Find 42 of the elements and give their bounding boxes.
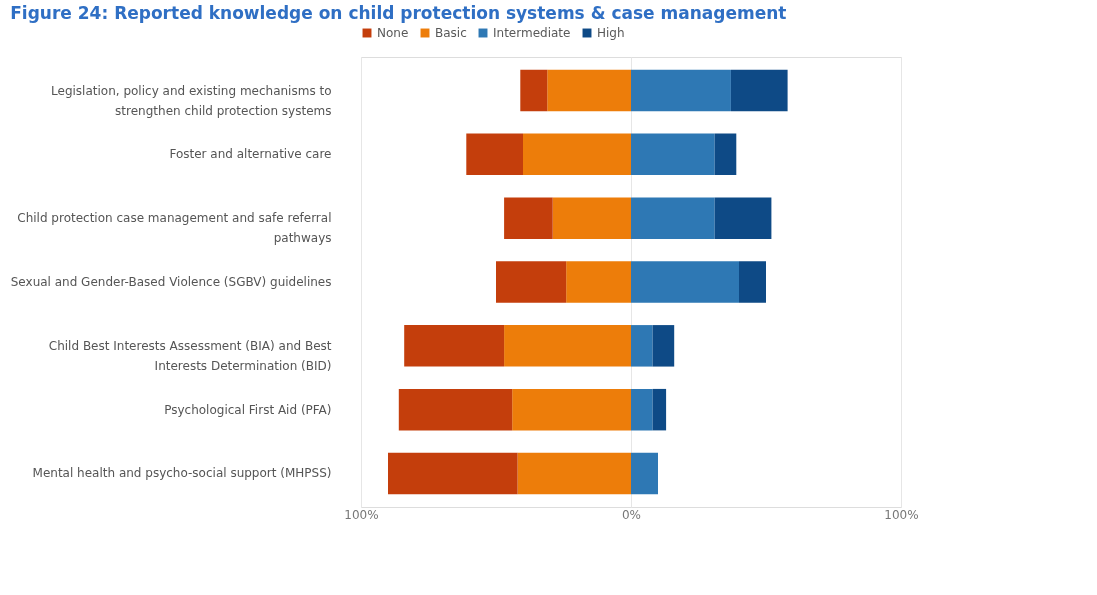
x-tick-label: 0% [621, 507, 642, 522]
x-tick-label: 100% [884, 507, 919, 522]
y-tick-label: Foster and alternative care [169, 147, 332, 162]
legend-label: High [597, 26, 625, 40]
bar [404, 325, 505, 367]
bar [504, 325, 631, 367]
bar [496, 261, 567, 303]
y-tick-label: Legislation, policy and existing mechanisms to strengthen child protection systems [51, 83, 332, 118]
bar [739, 261, 766, 303]
bar [730, 69, 788, 112]
y-tick-label: Child protection case management and safe referral pathways [17, 211, 332, 246]
bar [512, 388, 631, 431]
y-tick-label: Child Best Interests Assessment (BIA) and Best Interests Determination (BID) [48, 338, 332, 373]
bar [398, 388, 513, 431]
y-tick-label: Psychological First Aid (PFA) [164, 402, 332, 417]
bar [631, 325, 653, 367]
bar [714, 197, 772, 239]
bar [652, 388, 667, 431]
bar [631, 133, 715, 176]
bar [547, 69, 631, 112]
bar [631, 69, 731, 112]
bar [466, 133, 523, 176]
bar [517, 452, 631, 495]
chart-title: Figure 24: Reported knowledge on child protection systems & case management [10, 3, 787, 23]
legend-label: None [377, 26, 409, 40]
bar [552, 197, 631, 239]
y-tick-label: Sexual and Gender-Based Violence (SGBV) guidelines [10, 275, 332, 289]
y-tick-label: Mental health and psycho-social support (MHPSS) [32, 466, 332, 481]
x-tick-label: 100% [344, 507, 379, 522]
bar [631, 197, 715, 239]
bar [388, 452, 518, 495]
bar [631, 452, 658, 495]
bar [631, 261, 739, 303]
bar [504, 197, 553, 239]
legend-label: Intermediate [493, 26, 571, 40]
legend-label: Basic [435, 26, 467, 40]
bar [714, 133, 737, 176]
bar [523, 133, 631, 176]
bar [520, 69, 548, 112]
bar [652, 325, 675, 367]
bar [566, 261, 631, 303]
bar [631, 388, 653, 431]
